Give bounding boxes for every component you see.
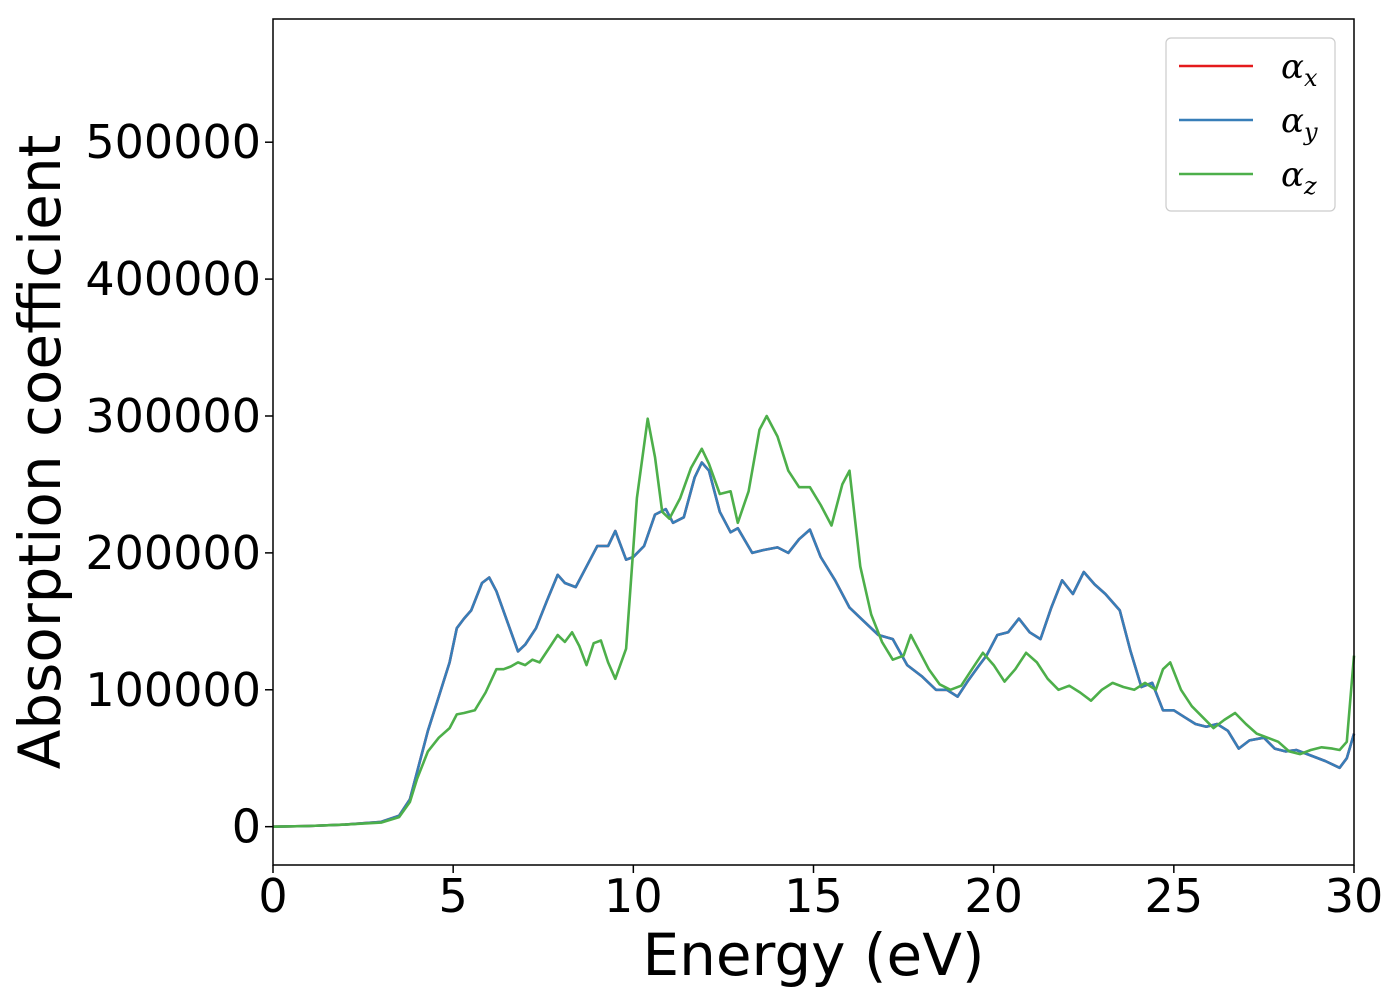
y-axis: 0 100000 200000 300000 400000 500000 — [85, 115, 273, 854]
y-tick-label: 0 — [232, 800, 261, 854]
x-tick-label: 20 — [964, 869, 1023, 923]
y-tick-label: 100000 — [85, 663, 261, 717]
series-layer — [272, 414, 1356, 828]
y-tick-label: 500000 — [85, 115, 261, 169]
x-axis: 0 5 10 15 20 25 30 — [258, 865, 1383, 923]
x-tick-label: 10 — [604, 869, 663, 923]
legend: αx αy αz — [1165, 37, 1336, 212]
x-tick-label: 25 — [1145, 869, 1204, 923]
y-axis-label: Absorption coefficient — [6, 135, 74, 770]
legend-label-x: αx — [1281, 47, 1318, 92]
y-tick-label: 400000 — [85, 252, 261, 306]
x-axis-label: Energy (eV) — [642, 921, 984, 989]
series-line-z — [272, 414, 1356, 828]
x-tick-label: 30 — [1325, 869, 1384, 923]
x-tick-label: 15 — [784, 869, 843, 923]
series-line-x — [272, 461, 1356, 828]
legend-box — [1165, 37, 1336, 212]
x-tick-label: 0 — [258, 869, 287, 923]
legend-label-z: αz — [1281, 155, 1317, 200]
x-tick-label: 5 — [439, 869, 468, 923]
y-tick-label: 200000 — [85, 526, 261, 580]
series-line-y — [272, 461, 1356, 828]
legend-label-y: αy — [1281, 101, 1318, 146]
y-tick-label: 300000 — [85, 389, 261, 443]
